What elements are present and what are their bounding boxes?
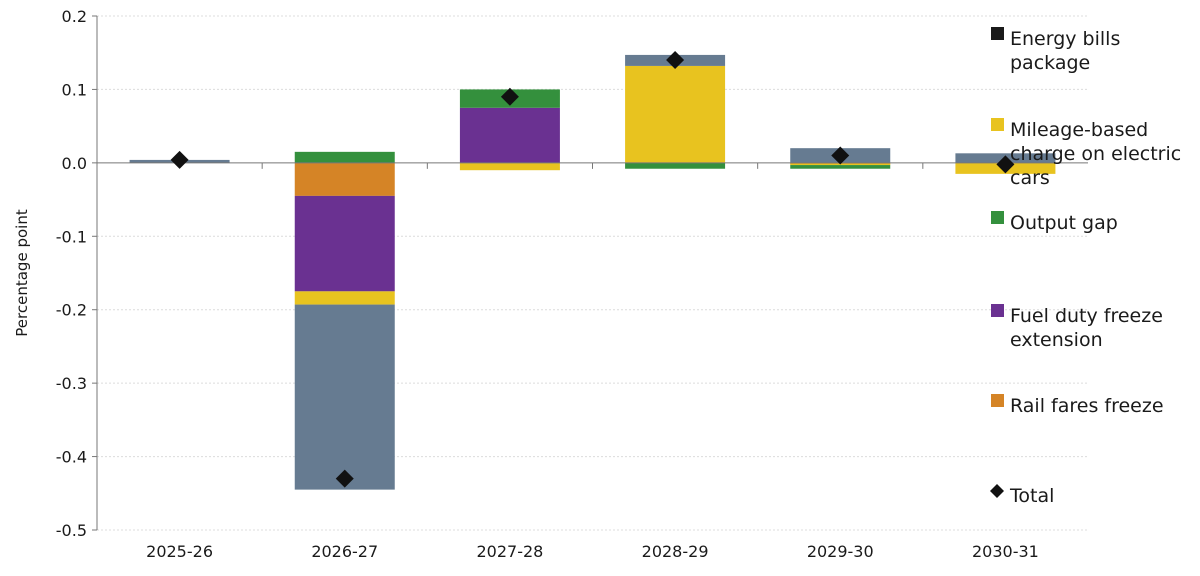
legend-label-line: Energy bills xyxy=(1010,28,1120,50)
y-tick-label: -0.1 xyxy=(56,227,87,246)
total-markers xyxy=(170,51,1015,488)
bar-segment xyxy=(790,165,891,169)
total-marker xyxy=(335,469,354,488)
legend-label: Total xyxy=(1009,485,1054,507)
y-axis-label: Percentage point xyxy=(13,209,31,337)
legend-item: Fuel duty freeze extension xyxy=(991,304,1163,351)
legend-item: Total xyxy=(990,484,1054,507)
y-tick-label: -0.3 xyxy=(56,374,87,393)
legend-label: Fuel duty freeze extension xyxy=(1010,305,1163,351)
legend-label-line: Mileage-based xyxy=(1010,119,1148,141)
legend-label: Output gap xyxy=(1010,212,1118,234)
x-tick-label: 2025-26 xyxy=(146,542,213,561)
x-tick-label: 2028-29 xyxy=(642,542,709,561)
x-tick-label: 2029-30 xyxy=(807,542,874,561)
legend-swatch xyxy=(991,394,1004,407)
legend-swatch xyxy=(991,27,1004,40)
legend-label-line: extension xyxy=(1010,329,1103,351)
legend-swatch xyxy=(991,118,1004,131)
bars xyxy=(129,54,1056,490)
y-tick-label: -0.2 xyxy=(56,301,87,320)
x-tick-label: 2026-27 xyxy=(311,542,378,561)
legend-label-line: package xyxy=(1010,52,1090,74)
legend-swatch xyxy=(990,484,1004,498)
legend-swatch xyxy=(991,211,1004,224)
legend-item: Output gap xyxy=(991,211,1118,234)
x-tick-label: 2027-28 xyxy=(476,542,543,561)
y-tick-label: 0.2 xyxy=(62,7,87,26)
legend-item: Mileage-based charge on electric cars xyxy=(991,118,1181,189)
total-marker xyxy=(996,155,1015,174)
legend-item: Rail fares freeze xyxy=(991,394,1164,417)
total-marker xyxy=(170,150,189,169)
bar-segment xyxy=(294,291,395,305)
total-marker xyxy=(500,87,519,106)
legend-label-line: Fuel duty freeze xyxy=(1010,305,1163,327)
y-tick-label: 0.0 xyxy=(62,154,87,173)
legend-label-line: Rail fares freeze xyxy=(1010,395,1164,417)
legend-label: Mileage-based charge on electric cars xyxy=(1010,119,1181,189)
bar-segment xyxy=(294,304,395,490)
total-marker xyxy=(831,146,850,165)
y-tick-label: -0.5 xyxy=(56,521,87,540)
bar-segment xyxy=(294,151,395,163)
legend-label: Rail fares freeze xyxy=(1010,395,1164,417)
bar-segment xyxy=(294,195,395,292)
legend-label-line: charge on electric xyxy=(1010,143,1181,165)
total-marker xyxy=(666,51,685,70)
axes: 0.2 0.1 0.0 -0.1 -0.2 -0.3 -0.4 -0.5 2025-26 2026… xyxy=(56,7,1088,561)
legend-swatch xyxy=(991,304,1004,317)
legend-item: Energy bills package xyxy=(991,27,1120,74)
y-tick-label: 0.1 xyxy=(62,80,87,99)
bar-segment xyxy=(625,65,726,163)
bar-segment xyxy=(459,162,560,171)
bar-segment xyxy=(459,107,560,163)
y-tick-label: -0.4 xyxy=(56,448,87,467)
bar-segment xyxy=(294,162,395,196)
legend-label: Energy bills package xyxy=(1010,28,1120,74)
gridlines xyxy=(97,15,1088,531)
x-tick-label: 2030-31 xyxy=(972,542,1039,561)
legend-label-line: cars xyxy=(1010,167,1050,189)
legend: Energy bills package Mileage-based charge o… xyxy=(990,27,1181,507)
legend-label-line: Output gap xyxy=(1010,212,1118,234)
bar-segment xyxy=(625,162,726,169)
legend-label-line: Total xyxy=(1009,485,1054,507)
